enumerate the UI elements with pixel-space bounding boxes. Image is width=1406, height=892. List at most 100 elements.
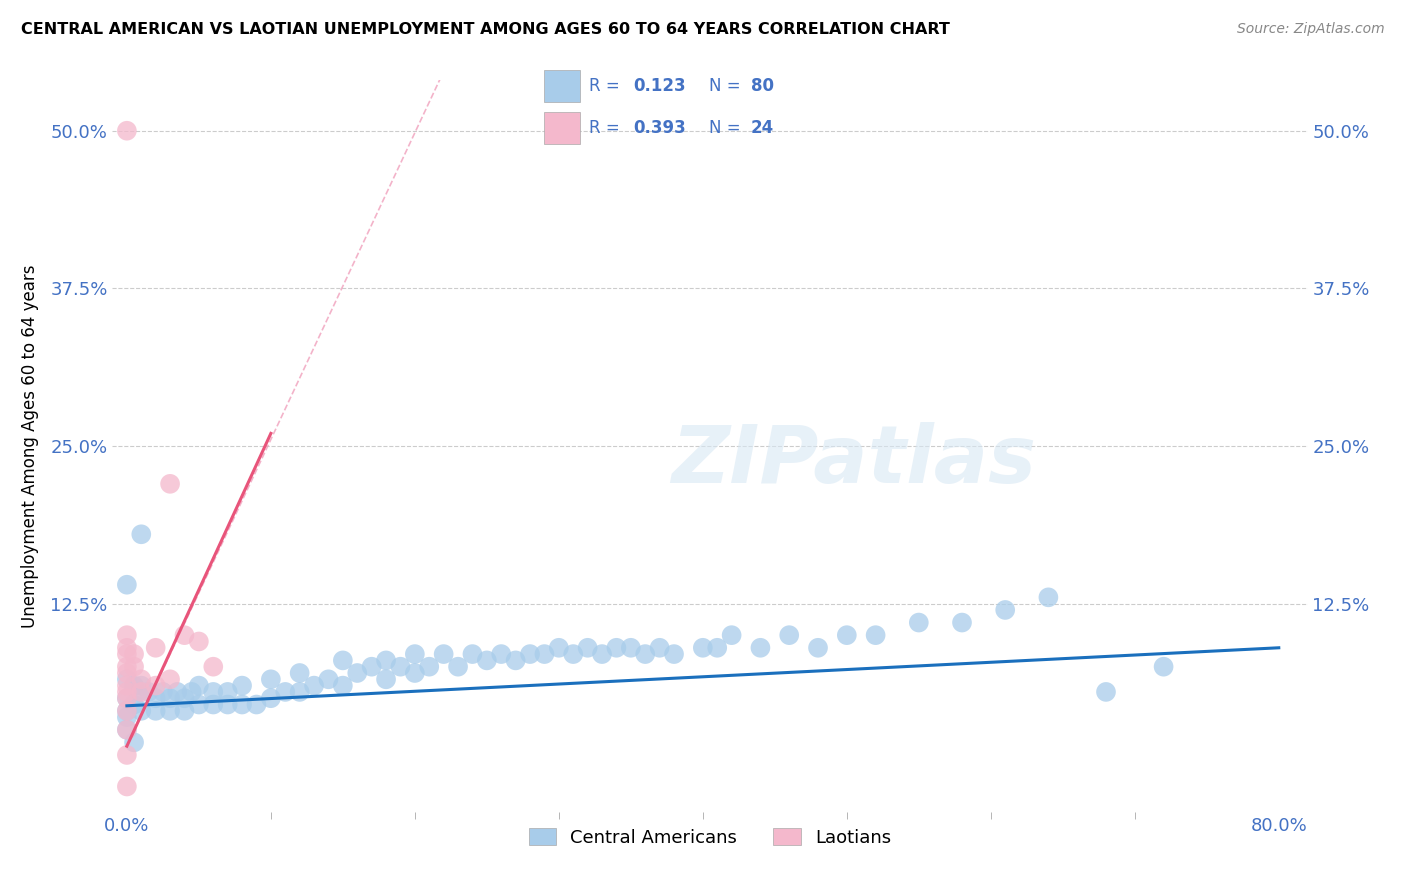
- Point: [418, 659, 440, 673]
- Point: [129, 527, 152, 541]
- Text: ZIPatlas: ZIPatlas: [671, 422, 1036, 500]
- Point: [159, 673, 181, 687]
- Point: [115, 780, 138, 794]
- Point: [994, 603, 1017, 617]
- Point: [519, 647, 541, 661]
- Point: [115, 704, 138, 718]
- Point: [159, 476, 181, 491]
- Point: [138, 685, 160, 699]
- Point: [865, 628, 887, 642]
- Point: [129, 679, 152, 693]
- Point: [145, 640, 167, 655]
- Point: [318, 673, 340, 687]
- Point: [835, 628, 858, 642]
- FancyBboxPatch shape: [544, 112, 579, 144]
- Point: [605, 640, 627, 655]
- Point: [202, 659, 225, 673]
- Point: [115, 647, 138, 661]
- Point: [662, 647, 685, 661]
- Point: [533, 647, 555, 661]
- Text: 0.123: 0.123: [633, 77, 686, 95]
- Point: [547, 640, 569, 655]
- Point: [217, 698, 239, 712]
- Point: [180, 685, 202, 699]
- Point: [115, 704, 138, 718]
- Point: [346, 665, 368, 680]
- Point: [152, 685, 174, 699]
- Point: [332, 679, 354, 693]
- Point: [166, 685, 188, 699]
- Point: [475, 653, 498, 667]
- Point: [115, 685, 138, 699]
- Point: [288, 665, 311, 680]
- Point: [173, 704, 195, 718]
- Point: [562, 647, 585, 661]
- Point: [706, 640, 728, 655]
- Point: [187, 698, 209, 712]
- Text: 80: 80: [751, 77, 773, 95]
- Point: [634, 647, 657, 661]
- Point: [260, 691, 283, 706]
- Point: [115, 665, 138, 680]
- Point: [129, 704, 152, 718]
- Text: R =: R =: [589, 77, 626, 95]
- Point: [950, 615, 973, 630]
- Point: [173, 628, 195, 642]
- Point: [122, 659, 145, 673]
- Point: [260, 673, 283, 687]
- Point: [433, 647, 456, 661]
- Point: [217, 685, 239, 699]
- Point: [122, 679, 145, 693]
- Point: [115, 659, 138, 673]
- Point: [505, 653, 527, 667]
- Point: [202, 698, 225, 712]
- Point: [127, 685, 149, 699]
- Point: [202, 685, 225, 699]
- Point: [375, 673, 398, 687]
- Point: [187, 679, 209, 693]
- Point: [576, 640, 599, 655]
- Point: [620, 640, 643, 655]
- Point: [648, 640, 671, 655]
- Point: [231, 679, 253, 693]
- Point: [807, 640, 830, 655]
- Point: [1095, 685, 1118, 699]
- Point: [389, 659, 412, 673]
- Text: CENTRAL AMERICAN VS LAOTIAN UNEMPLOYMENT AMONG AGES 60 TO 64 YEARS CORRELATION C: CENTRAL AMERICAN VS LAOTIAN UNEMPLOYMENT…: [21, 22, 950, 37]
- Point: [360, 659, 382, 673]
- Point: [1038, 591, 1060, 605]
- Point: [274, 685, 297, 699]
- Point: [907, 615, 929, 630]
- Point: [302, 679, 325, 693]
- Point: [122, 735, 145, 749]
- Legend: Central Americans, Laotians: Central Americans, Laotians: [522, 822, 898, 854]
- Point: [115, 723, 138, 737]
- FancyBboxPatch shape: [544, 70, 579, 102]
- Point: [491, 647, 513, 661]
- Point: [145, 704, 167, 718]
- Point: [159, 691, 181, 706]
- Point: [115, 640, 138, 655]
- Point: [115, 673, 138, 687]
- Point: [159, 704, 181, 718]
- Point: [720, 628, 742, 642]
- Point: [245, 698, 267, 712]
- Point: [231, 698, 253, 712]
- Point: [115, 628, 138, 642]
- Text: N =: N =: [709, 119, 745, 137]
- Text: 24: 24: [751, 119, 775, 137]
- Point: [115, 710, 138, 724]
- Point: [115, 679, 138, 693]
- Text: R =: R =: [589, 119, 626, 137]
- Point: [692, 640, 714, 655]
- Point: [1153, 659, 1175, 673]
- Text: 0.393: 0.393: [633, 119, 686, 137]
- Point: [187, 634, 209, 648]
- Point: [115, 124, 138, 138]
- Point: [115, 747, 138, 762]
- Point: [122, 698, 145, 712]
- Point: [288, 685, 311, 699]
- Point: [145, 679, 167, 693]
- Point: [115, 691, 138, 706]
- Point: [404, 647, 426, 661]
